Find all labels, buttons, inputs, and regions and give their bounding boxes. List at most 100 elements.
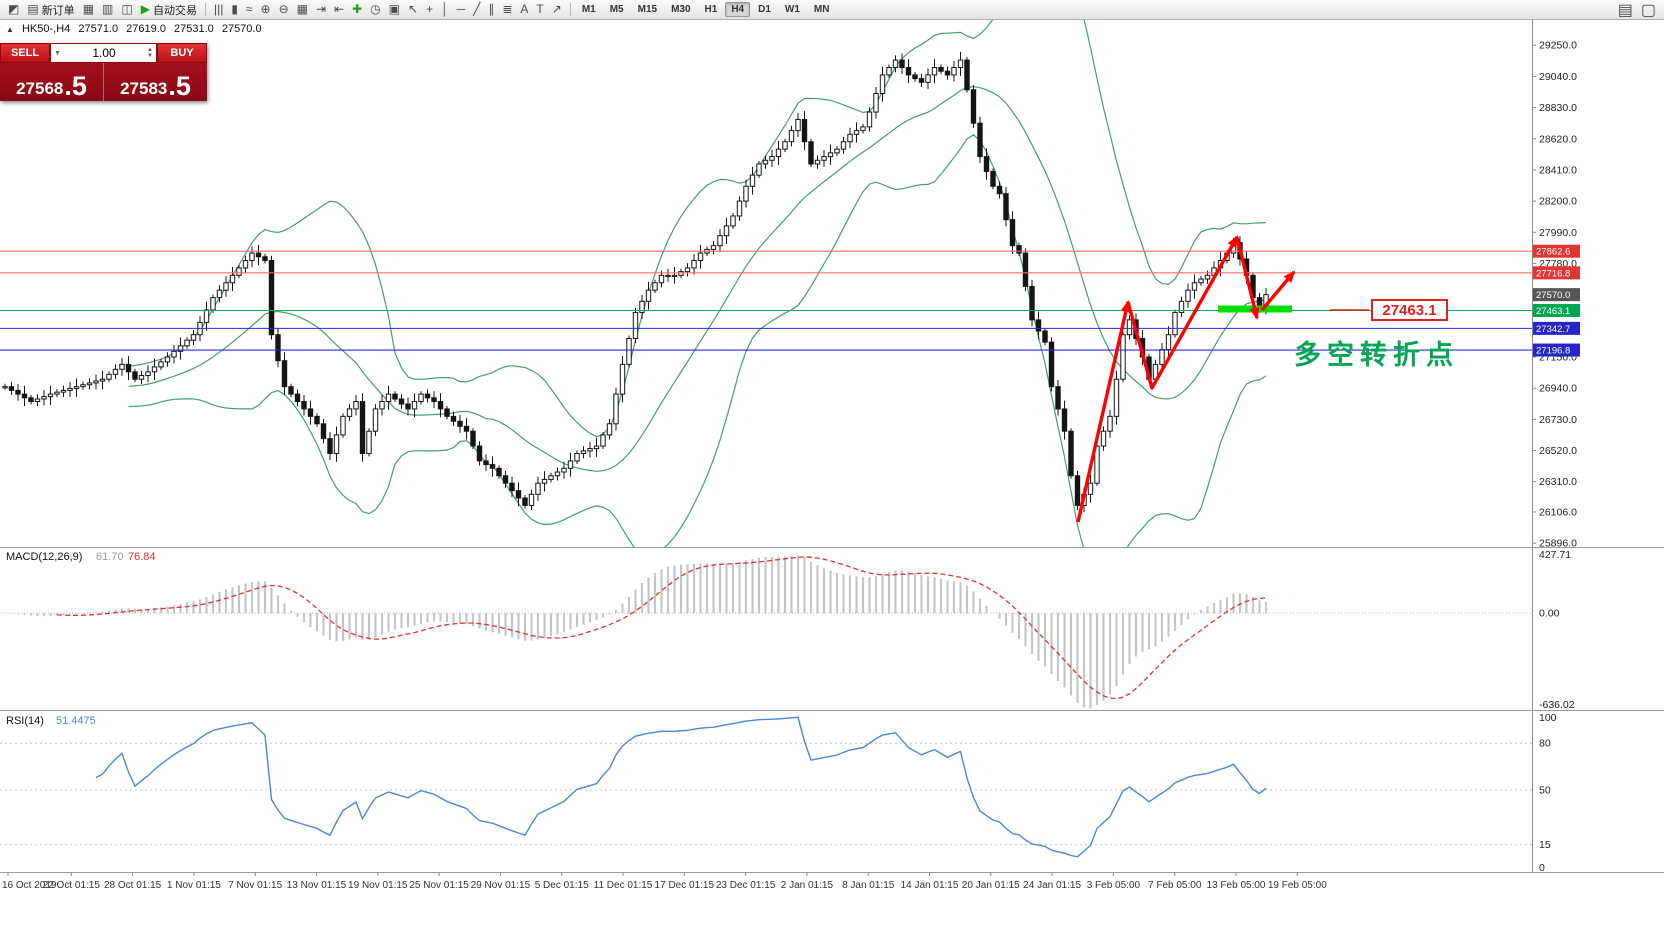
timeframe-m30-button[interactable]: M30 [671,4,691,15]
timeframe-m15-button[interactable]: M15 [637,4,658,15]
line-chart-icon[interactable]: ≈ [243,1,256,18]
text-label-icon[interactable]: T [533,1,546,18]
trendline-icon[interactable]: ╱ [470,1,483,18]
time-tick-label: 16 Oct 2019 [2,880,57,891]
candle [2,386,8,389]
bollinger-middle [128,85,1267,472]
templates-icon[interactable]: ▣ [386,1,403,18]
new-order-button[interactable]: ▤ 新订单 [24,1,77,18]
time-tick-label: 29 Nov 01:15 [471,880,531,891]
trend-annotations[interactable] [1076,235,1369,523]
stepper-down-icon[interactable]: ▼ [147,53,153,59]
price-axis[interactable]: 29250.0 29040.0 28830.0 28620.0 28410.0 28200… [1532,20,1580,872]
candle [41,396,47,400]
timeframe-m1-button[interactable]: M1 [581,4,596,15]
window-menu-icon[interactable]: ▢ [1640,1,1656,19]
candle [515,490,522,499]
low-value: 27531.0 [174,23,214,35]
candle [1009,219,1016,247]
time-tick-label: 13 Feb 05:00 [1207,880,1266,891]
candlestick-icon[interactable]: ▮ [228,1,241,18]
zoom-in-icon[interactable]: ⊕ [258,1,274,18]
candle [574,452,580,462]
tile-windows-icon[interactable]: ▦ [294,1,311,18]
volume-dropdown-icon[interactable]: ▼ [54,49,61,57]
trend-arrow[interactable] [1235,236,1260,320]
candle [236,267,242,276]
rsi-panel[interactable]: RSI(14) 51.4475 100 80 50 15 0 [0,712,1557,874]
new-chart-icon[interactable]: ◩ [5,1,22,18]
data-window-icon[interactable]: ▥ [99,1,116,18]
candle [242,259,249,269]
candle [184,339,190,347]
navigator-icon[interactable]: ◫ [118,1,135,18]
one-click-trading-widget: SELL ▼ ▲▼ BUY 27568 .5 27583 .5 [0,43,207,101]
fibonacci-icon[interactable]: ≣ [499,1,515,18]
auto-trading-button[interactable]: ▶ 自动交易 [138,1,200,18]
candle [80,384,86,388]
bar-chart-icon[interactable]: ||| [211,1,226,18]
candle [359,401,366,454]
trend-arrow[interactable] [1076,300,1131,523]
timeframe-w1-button[interactable]: W1 [784,4,800,15]
chart-shift-icon[interactable]: ⇤ [331,1,347,18]
channel-icon[interactable]: ∥ [485,1,497,18]
buy-button[interactable]: BUY [157,43,207,63]
crosshair-icon[interactable]: + [423,1,436,18]
arrows-icon[interactable]: ↗ [549,1,565,18]
auto-scroll-icon[interactable]: ⇥ [313,1,329,18]
price-tick-label: 25896.0 [1539,538,1577,550]
price-tick-label: 26940.0 [1539,383,1577,395]
candle [697,252,704,261]
vertical-line-icon[interactable]: │ [438,1,452,18]
chart-profiles-icon[interactable]: ▦ [80,1,97,18]
text-icon[interactable]: A [517,1,531,18]
volume-stepper[interactable]: ▲ ▼ [144,47,156,59]
zoom-out-icon[interactable]: ⊖ [276,1,292,18]
periods-icon[interactable]: ◷ [367,1,383,18]
candle [567,460,574,469]
time-tick-label: 20 Jan 01:15 [962,880,1020,891]
timeframe-d1-button[interactable]: D1 [758,4,771,15]
candle [723,225,730,237]
candle [587,448,593,452]
trend-arrow[interactable] [1260,270,1296,312]
candle [372,408,379,432]
horizontal-line-icon[interactable]: ─ [454,1,469,18]
macd-panel[interactable]: MACD(12,26,9) 61.70 76.84 427.71 0.00 -636.02 [0,549,1575,711]
candle [762,159,769,165]
sell-price[interactable]: 27568 .5 [0,63,104,101]
timeframe-h4-button[interactable]: H4 [725,2,751,17]
timeframe-mn-button[interactable]: MN [813,4,830,15]
sell-button[interactable]: SELL [0,43,50,63]
price-badge-label: 27463.1 [1536,306,1570,317]
trend-arrow[interactable] [1126,235,1239,390]
chart-list-icon[interactable]: ▤ [1617,1,1633,19]
stepper-up-icon[interactable]: ▲ [147,47,153,53]
candle [424,393,431,399]
candle [905,67,912,76]
candle [548,475,554,480]
candlestick-icon: ▮ [231,2,238,16]
pivot-point-text[interactable]: 多空转折点 [1294,340,1459,370]
cursor-icon[interactable]: ↖ [405,1,421,18]
volume-input[interactable] [63,45,145,61]
candle [489,464,496,469]
candle [892,59,899,69]
time-tick-label: 23 Dec 01:15 [716,880,776,891]
chart-area[interactable]: 29250.0 29040.0 28830.0 28620.0 28410.0 28200… [0,20,1664,938]
tile-windows-icon: ▦ [296,2,308,16]
indicators-add-icon[interactable]: ✚ [349,1,365,18]
buy-price[interactable]: 27583 .5 [120,71,191,101]
main-chart-panel[interactable] [2,20,1269,569]
candle [730,215,736,227]
candle [912,74,918,80]
timeframe-h1-button[interactable]: H1 [704,4,718,15]
support-price-label[interactable]: 27463.1 [1371,299,1448,321]
price-badge [1533,266,1580,280]
timeframe-m5-button[interactable]: M5 [609,4,624,15]
candle [216,289,223,299]
candle [743,185,749,202]
candle [320,423,327,440]
